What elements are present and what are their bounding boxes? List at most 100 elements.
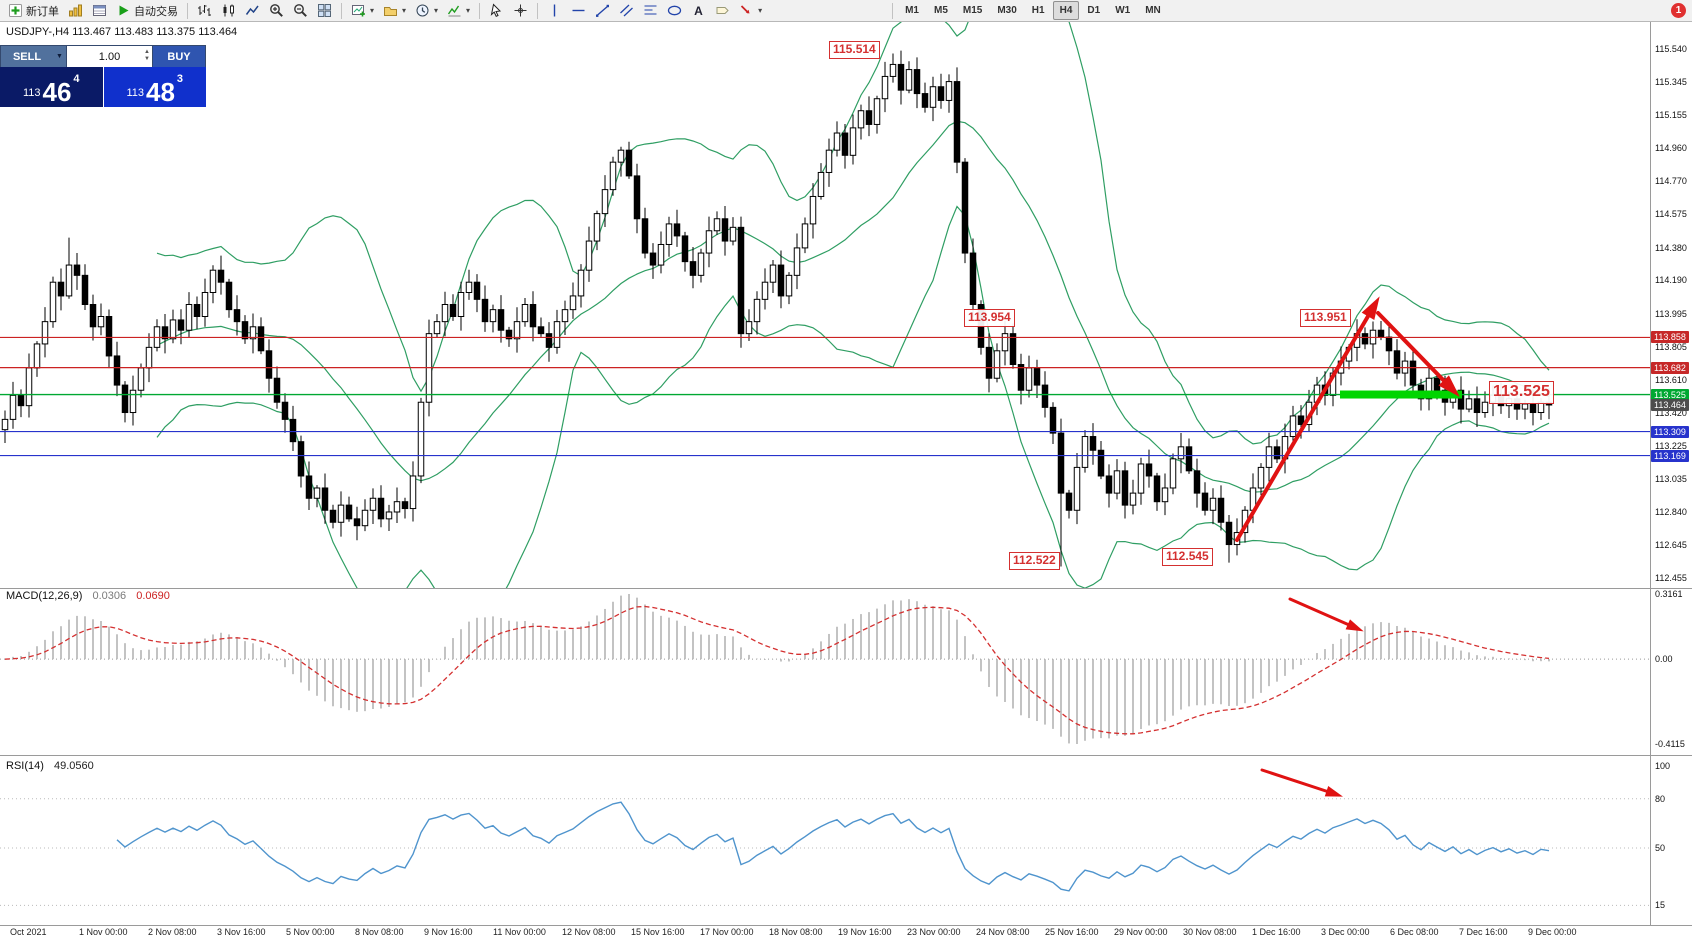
crosshair-button[interactable] (509, 1, 532, 21)
rsi-panel-layer (0, 798, 1650, 906)
trend-arrow[interactable] (1288, 597, 1364, 632)
notification-badge[interactable]: 1 (1671, 3, 1686, 18)
trend-arrow[interactable] (1376, 311, 1460, 398)
main-toolbar: 新订单 自动交易 ▾ ▾ ▾ ▾ A ▾ M1 M5 M15 M30 H1 H4 D1 W1 MN (0, 0, 1692, 22)
timeframe-m30-button[interactable]: M30 (997, 5, 1017, 16)
timeframe-w1-button[interactable]: W1 (1115, 5, 1131, 16)
timeframe-m5-button[interactable]: M5 (933, 5, 948, 16)
new-chart-button[interactable]: ▾ (347, 1, 378, 21)
timeframe-mn-button[interactable]: MN (1145, 5, 1161, 16)
trend-arrow[interactable] (1260, 768, 1343, 797)
zoom-out-icon (293, 3, 308, 18)
indicators-button[interactable]: ▾ (443, 1, 474, 21)
price-callout[interactable]: 113.954 (964, 309, 1015, 327)
toolbar-separator (187, 2, 188, 19)
market-watch-icon (68, 3, 83, 18)
crosshair-icon (513, 3, 528, 18)
auto-trading-icon (116, 3, 131, 18)
price-callout[interactable]: 113.951 (1300, 309, 1351, 327)
tile-windows-button[interactable] (313, 1, 336, 21)
chart-bars-button[interactable] (193, 1, 216, 21)
cursor-icon (489, 3, 504, 18)
shapes-button[interactable] (663, 1, 686, 21)
data-window-button[interactable] (88, 1, 111, 21)
panel-collapse-icon[interactable]: ▼ (53, 46, 66, 67)
toolbar-separator (341, 2, 342, 19)
sell-price-sup: 4 (73, 73, 80, 85)
price-callout[interactable]: 113.525 (1489, 381, 1554, 404)
sell-price-button[interactable]: 113 46 4 (0, 67, 103, 107)
chart-bars-icon (197, 3, 212, 18)
rsi-value: 49.0560 (53, 760, 94, 772)
channel-icon (619, 3, 634, 18)
fibonacci-button[interactable] (639, 1, 662, 21)
zoom-out-button[interactable] (289, 1, 312, 21)
fibonacci-icon (643, 3, 658, 18)
sell-button[interactable]: SELL (1, 46, 53, 67)
panel-separator[interactable] (0, 925, 1692, 926)
rsi-name: RSI(14) (6, 760, 44, 772)
market-watch-button[interactable] (64, 1, 87, 21)
one-click-trading-panel: SELL ▼ 1.00 ▲ ▼ BUY 113 46 4 113 48 3 (0, 45, 206, 107)
dropdown-arrow-icon[interactable]: ▾ (758, 6, 763, 15)
arrows-button[interactable]: ▾ (735, 1, 766, 21)
sell-price-big: 46 (42, 76, 72, 107)
panel-separator[interactable] (0, 755, 1692, 756)
chart-candles-button[interactable] (217, 1, 240, 21)
shapes-icon (667, 3, 682, 18)
dropdown-arrow-icon[interactable]: ▾ (402, 6, 407, 15)
chart-line-button[interactable] (241, 1, 264, 21)
macd-main-value: 0.0306 (92, 590, 127, 602)
price-callout[interactable]: 112.522 (1009, 552, 1060, 570)
new-chart-icon (351, 3, 366, 18)
chart-line-icon (245, 3, 260, 18)
dropdown-arrow-icon[interactable]: ▾ (434, 6, 439, 15)
profiles-button[interactable]: ▾ (379, 1, 410, 21)
cursor-button[interactable] (485, 1, 508, 21)
buy-price-sup: 3 (176, 73, 184, 85)
channel-button[interactable] (615, 1, 638, 21)
macd-signal-value: 0.0690 (136, 590, 170, 602)
vertical-line-icon (547, 3, 562, 18)
timeframe-h4-button[interactable]: H4 (1052, 1, 1080, 20)
new-order-button[interactable]: 新订单 (4, 1, 63, 21)
buy-button[interactable]: BUY (153, 46, 205, 67)
vertical-line-button[interactable] (543, 1, 566, 21)
timeframe-d1-button[interactable]: D1 (1087, 5, 1101, 16)
data-window-icon (92, 3, 107, 18)
indicators-icon (447, 3, 462, 18)
auto-trading-button[interactable]: 自动交易 (112, 1, 182, 21)
timeframe-m15-button[interactable]: M15 (962, 5, 983, 16)
trend-arrow[interactable] (1235, 296, 1380, 542)
panel-separator[interactable] (0, 588, 1692, 589)
volume-stepper[interactable]: ▲ ▼ (144, 49, 150, 63)
period-button[interactable]: ▾ (411, 1, 442, 21)
trendline-button[interactable] (591, 1, 614, 21)
toolbar-separator (537, 2, 539, 19)
zoom-in-icon (269, 3, 284, 18)
macd-panel-layer (0, 594, 1650, 744)
zoom-in-button[interactable] (265, 1, 288, 21)
price-callout[interactable]: 112.545 (1162, 548, 1213, 566)
text-label-button[interactable] (711, 1, 734, 21)
volume-input[interactable]: 1.00 ▲ ▼ (66, 46, 153, 67)
volume-value: 1.00 (98, 50, 121, 63)
dropdown-arrow-icon[interactable]: ▾ (466, 6, 471, 15)
stepper-up-icon[interactable]: ▲ (144, 49, 150, 55)
timeframe-m1-button[interactable]: M1 (905, 5, 919, 16)
buy-price-prefix: 113 (126, 87, 144, 99)
text-button[interactable]: A (687, 1, 710, 21)
new-order-icon (8, 3, 23, 18)
timeframe-h1-button[interactable]: H1 (1031, 5, 1045, 16)
horizontal-line-button[interactable] (567, 1, 590, 21)
text-label-icon (715, 3, 730, 18)
buy-price-button[interactable]: 113 48 3 (103, 67, 206, 107)
price-callout[interactable]: 115.514 (829, 41, 880, 59)
dropdown-arrow-icon[interactable]: ▾ (370, 6, 375, 15)
stepper-down-icon[interactable]: ▼ (144, 56, 150, 62)
toolbar-separator (479, 2, 481, 19)
auto-trading-label: 自动交易 (134, 5, 178, 18)
